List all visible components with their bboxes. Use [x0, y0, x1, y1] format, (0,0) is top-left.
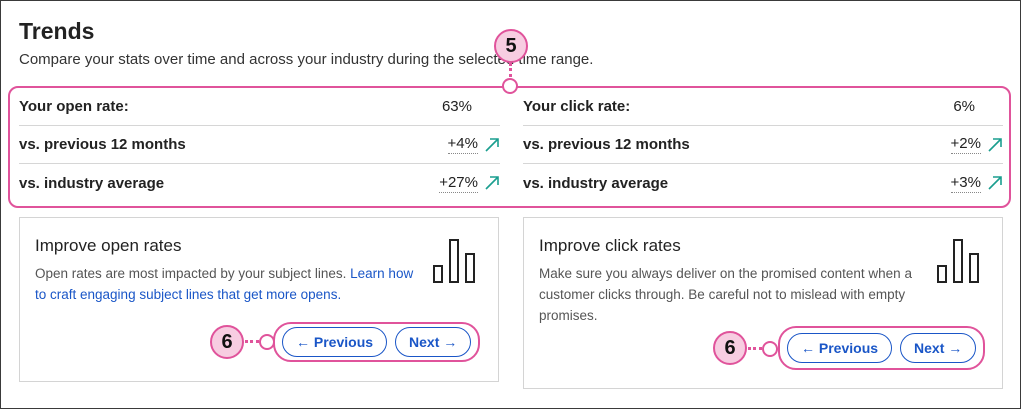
- callout-connector: [509, 63, 512, 77]
- click-rate-stats: Your click rate: 6% vs. previous 12 mont…: [523, 88, 1003, 202]
- improve-click-rates-card: Improve click rates Make sure you always…: [523, 217, 1003, 389]
- click-card-nav-highlight: ← Previous Next →: [778, 326, 986, 370]
- next-button[interactable]: Next →: [395, 327, 472, 357]
- stats-label: vs. previous 12 months: [523, 136, 690, 153]
- subject-lines-link[interactable]: Learn how to craft engaging subject line…: [35, 266, 414, 302]
- trend-up-arrow-icon: [485, 176, 499, 190]
- stats-row: Your open rate: 63%: [19, 88, 500, 126]
- trend-up-arrow-icon: [485, 137, 499, 152]
- open-rate-stats: Your open rate: 63% vs. previous 12 mont…: [19, 88, 500, 202]
- stats-label: Your click rate:: [523, 98, 631, 115]
- previous-button[interactable]: ← Previous: [282, 327, 388, 357]
- callout-anchor: [762, 341, 778, 357]
- stats-row: vs. industry average +3%: [523, 164, 1003, 202]
- callout-badge-6: 6: [210, 325, 244, 359]
- trend-up-arrow-icon: [988, 176, 1002, 190]
- stats-value[interactable]: +4%: [447, 135, 478, 154]
- previous-button[interactable]: ← Previous: [787, 333, 893, 363]
- stats-value[interactable]: +2%: [950, 135, 981, 154]
- stats-label: vs. industry average: [19, 174, 165, 192]
- card-title: Improve open rates: [35, 236, 182, 255]
- callout-connector: [748, 347, 762, 350]
- trend-up-arrow-icon: [988, 137, 1002, 152]
- callout-badge-5: 5: [494, 29, 528, 63]
- next-button[interactable]: Next →: [900, 333, 977, 363]
- page-subtitle: Compare your stats over time and across …: [19, 51, 594, 68]
- stats-label: Your open rate:: [19, 98, 129, 115]
- callout-anchor: [502, 78, 518, 94]
- stats-value: 63%: [441, 98, 472, 115]
- stats-row: vs. previous 12 months +2%: [523, 126, 1003, 164]
- stats-label: vs. industry average: [523, 174, 669, 192]
- callout-anchor: [259, 334, 275, 350]
- open-card-nav-highlight: ← Previous Next →: [273, 322, 481, 362]
- stats-row: vs. previous 12 months +4%: [19, 126, 500, 164]
- stats-value[interactable]: +27%: [439, 173, 478, 193]
- callout-connector: [245, 340, 259, 343]
- stats-value[interactable]: +3%: [950, 173, 981, 193]
- card-text: Make sure you always deliver on the prom…: [539, 266, 912, 323]
- stats-value: 6%: [953, 98, 975, 115]
- bar-chart-icon: [937, 239, 979, 283]
- stats-row: Your click rate: 6%: [523, 88, 1003, 126]
- card-title: Improve click rates: [539, 236, 681, 255]
- callout-badge-6: 6: [713, 331, 747, 365]
- page-title: Trends: [19, 18, 95, 44]
- stats-label: vs. previous 12 months: [19, 136, 186, 153]
- stats-row: vs. industry average +27%: [19, 164, 500, 202]
- bar-chart-icon: [433, 239, 475, 283]
- improve-open-rates-card: Improve open rates Open rates are most i…: [19, 217, 499, 382]
- card-text: Open rates are most impacted by your sub…: [35, 266, 414, 302]
